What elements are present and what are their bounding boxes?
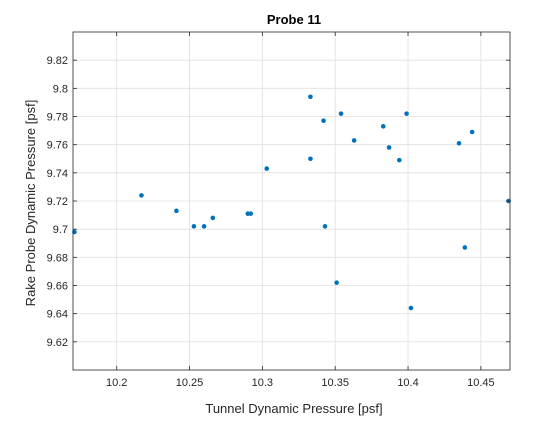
chart-title: Probe 11 <box>267 12 321 27</box>
data-point <box>264 166 270 171</box>
data-point <box>469 129 475 135</box>
x-tick-label: 10.35 <box>321 377 349 389</box>
data-point <box>338 111 344 116</box>
data-point <box>248 211 254 216</box>
x-tick-label: 10.4 <box>397 377 418 389</box>
data-point <box>308 94 313 100</box>
y-tick-label: 9.7 <box>53 224 68 236</box>
y-tick-label: 9.8 <box>53 83 68 95</box>
y-tick-label: 9.76 <box>47 140 68 152</box>
y-tick-label: 9.78 <box>47 112 68 124</box>
data-point <box>174 208 179 214</box>
y-tick-label: 9.62 <box>47 337 68 349</box>
data-point <box>334 280 339 285</box>
x-tick-label: 10.45 <box>467 377 495 389</box>
data-point <box>380 124 386 129</box>
data-point <box>322 224 328 229</box>
data-points <box>72 94 511 311</box>
y-tick-label: 9.72 <box>47 196 68 208</box>
data-point <box>396 157 402 163</box>
data-point <box>408 305 414 311</box>
data-point <box>210 215 216 221</box>
data-point <box>386 145 392 150</box>
data-point <box>139 193 144 198</box>
x-tick-label: 10.2 <box>106 377 127 389</box>
y-tick-label: 9.68 <box>47 252 68 264</box>
data-point <box>321 118 326 124</box>
data-point <box>308 156 313 162</box>
tick-marks <box>73 32 510 370</box>
y-tick-label: 9.64 <box>47 309 68 321</box>
y-tick-label: 9.66 <box>47 281 68 293</box>
y-tick-labels: 9.62 9.64 9.66 9.68 9.7 9.72 9.74 9.76 9.78 9.8 9.… <box>47 55 68 349</box>
data-point <box>404 111 409 116</box>
x-tick-label: 10.3 <box>252 377 273 389</box>
x-tick-labels: 10.2 10.25 10.3 10.35 10.4 10.45 <box>106 377 495 389</box>
data-point <box>351 138 357 143</box>
x-tick-label: 10.25 <box>176 377 204 389</box>
data-point <box>462 245 468 250</box>
y-axis-label: Rake Probe Dynamic Pressure [psf] <box>23 100 38 307</box>
data-point <box>456 140 462 146</box>
y-tick-label: 9.74 <box>47 168 68 180</box>
data-point <box>201 224 207 229</box>
data-point <box>191 224 197 229</box>
grid <box>73 32 510 370</box>
x-axis-label: Tunnel Dynamic Pressure [psf] <box>205 401 382 416</box>
y-tick-label: 9.82 <box>47 55 68 67</box>
